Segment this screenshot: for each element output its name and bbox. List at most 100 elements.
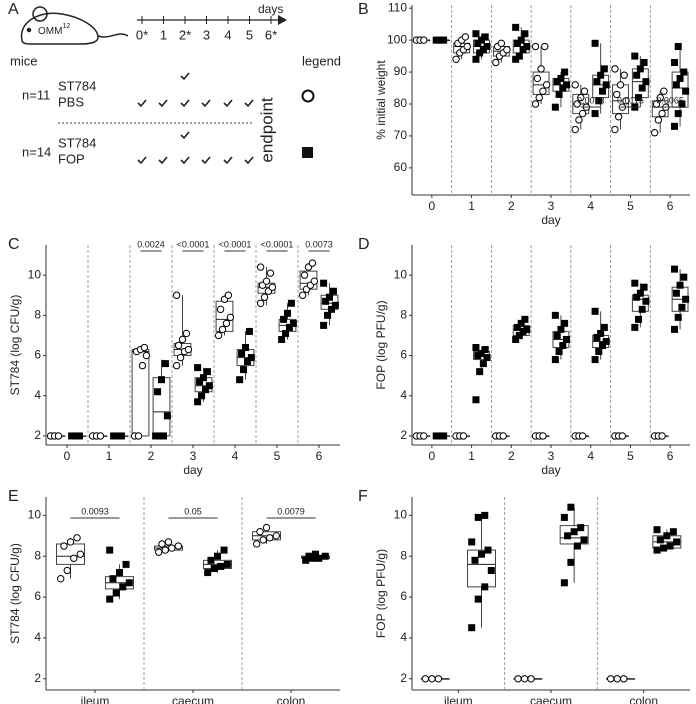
data-point — [557, 74, 565, 82]
x-axis-label: day — [541, 213, 560, 227]
data-point — [676, 281, 684, 289]
data-point — [598, 87, 606, 95]
y-axis-label: ST784 (log CFU/g) — [8, 543, 22, 644]
data-point — [240, 366, 248, 374]
data-point — [653, 546, 661, 554]
data-point — [658, 109, 666, 118]
x-tick-label: 5 — [627, 199, 634, 213]
timeline-arrow — [278, 15, 287, 25]
data-point — [474, 352, 482, 360]
panel-label: C — [8, 236, 20, 253]
data-point — [671, 122, 679, 130]
data-point — [571, 81, 579, 89]
data-point — [421, 675, 430, 683]
panel-a: A OMM12 0* 1 2* 3 4 5 6* days mice legend n=11… — [8, 1, 341, 166]
data-point — [242, 344, 249, 352]
data-point — [256, 263, 265, 271]
data-point — [622, 97, 630, 105]
data-point — [640, 58, 648, 66]
data-point — [613, 90, 621, 99]
data-point — [600, 323, 608, 331]
data-point — [515, 52, 523, 60]
data-point — [597, 329, 605, 337]
data-point — [168, 544, 176, 552]
data-point — [110, 432, 118, 440]
panel-label: B — [358, 1, 369, 18]
data-point — [112, 589, 120, 597]
panel-label: F — [358, 488, 368, 505]
data-point — [176, 353, 185, 362]
data-point — [620, 71, 628, 79]
data-point — [591, 39, 599, 47]
data-point — [499, 432, 507, 440]
data-point — [478, 36, 485, 44]
data-point — [593, 78, 601, 86]
x-tick-label: 6 — [667, 199, 674, 213]
data-point — [635, 94, 643, 102]
strain-superscript: 12 — [62, 23, 70, 30]
data-point — [483, 354, 491, 362]
data-point — [63, 566, 71, 575]
data-point — [481, 346, 489, 354]
data-point — [305, 552, 313, 560]
x-tick-label: ileum — [444, 694, 473, 704]
data-point — [331, 301, 339, 309]
data-point — [327, 305, 335, 313]
data-point — [459, 432, 468, 440]
data-point — [656, 536, 664, 544]
data-point — [672, 81, 680, 89]
data-point — [573, 100, 581, 108]
data-point — [308, 259, 317, 267]
data-point — [236, 376, 244, 384]
data-point — [533, 74, 542, 83]
y-tick-label: 4 — [400, 630, 407, 644]
y-tick-label: 110 — [388, 0, 407, 14]
endpoint-label: endpoint — [257, 97, 276, 163]
y-tick-label: 8 — [34, 548, 41, 562]
data-point — [557, 325, 565, 333]
data-point — [666, 542, 674, 550]
p-value: 0.0024 — [137, 239, 165, 249]
data-point — [484, 546, 492, 554]
data-point — [680, 68, 688, 76]
data-point — [310, 277, 319, 285]
data-point — [302, 556, 310, 564]
data-point — [598, 342, 606, 350]
data-point — [512, 23, 520, 31]
data-point — [154, 388, 162, 396]
x-tick-label: 6 — [667, 449, 674, 463]
data-point — [650, 129, 659, 137]
data-point — [602, 81, 610, 89]
data-point — [287, 299, 295, 307]
data-point — [539, 87, 547, 95]
y-tick-label: 2 — [400, 428, 407, 442]
data-point — [134, 432, 143, 440]
y-tick-label: 6 — [400, 348, 407, 362]
data-point — [256, 299, 265, 307]
data-point — [247, 354, 255, 362]
p-value: 0.0073 — [305, 239, 333, 249]
data-point — [322, 297, 330, 305]
x-tick-label: 0 — [64, 449, 71, 463]
data-point — [591, 307, 599, 315]
x-tick-label: 5 — [627, 449, 634, 463]
data-point — [262, 523, 271, 532]
data-point — [521, 30, 529, 38]
data-point — [671, 265, 679, 273]
y-tick-label: 8 — [34, 308, 41, 322]
data-point — [492, 58, 500, 67]
data-point — [671, 325, 679, 333]
y-tick-label: 10 — [394, 267, 408, 281]
data-point — [570, 528, 578, 536]
data-point — [541, 42, 549, 51]
data-point — [519, 46, 527, 54]
x-tick-label: 2 — [148, 449, 155, 463]
data-point — [174, 542, 183, 550]
data-point — [620, 675, 628, 683]
data-point — [672, 289, 680, 297]
data-point — [205, 382, 213, 390]
panel-label: D — [358, 236, 370, 253]
data-point — [461, 33, 470, 41]
data-point — [517, 319, 525, 327]
p-value: 0.05 — [184, 506, 202, 516]
